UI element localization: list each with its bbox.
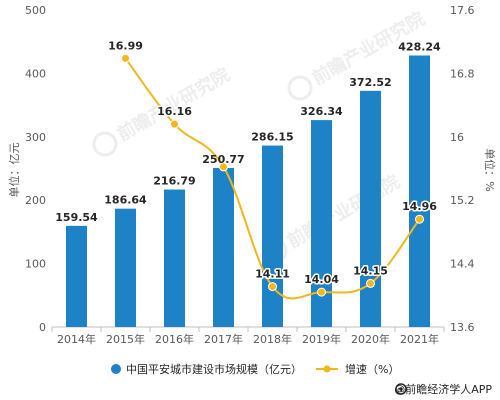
growth-value-label: 14.11 bbox=[255, 268, 290, 281]
y-axis-right-title: 单位：% bbox=[483, 148, 497, 191]
bar-value-label: 286.15 bbox=[251, 131, 293, 144]
y-right-tick-label: 13.6 bbox=[450, 321, 475, 334]
growth-value-label: 14.15 bbox=[353, 264, 388, 277]
growth-value-label: 16.16 bbox=[157, 105, 192, 118]
watermark-text: 前瞻产业研究院 bbox=[283, 170, 403, 252]
watermark-logo bbox=[92, 131, 118, 157]
growth-point bbox=[415, 214, 424, 224]
growth-point bbox=[268, 282, 277, 292]
x-tick-label: 2021年 bbox=[400, 332, 439, 346]
line-series bbox=[121, 53, 424, 300]
y-right-tick-label: 15.2 bbox=[450, 194, 475, 207]
y-left-tick-label: 300 bbox=[25, 131, 46, 144]
bar-series bbox=[66, 55, 430, 328]
y-axis-left-title: 单位：亿元 bbox=[7, 143, 21, 198]
growth-value-label: 16.99 bbox=[108, 39, 143, 52]
growth-value-label: 14.96 bbox=[402, 200, 437, 213]
growth-value-label: 14.04 bbox=[304, 273, 339, 286]
bar-value-label: 159.54 bbox=[55, 211, 98, 224]
legend-bar-label: 中国平安城市建设市场规模（亿元） bbox=[126, 362, 302, 376]
growth-point bbox=[121, 53, 130, 63]
x-tick-label: 2017年 bbox=[204, 332, 243, 346]
y-left-tick-label: 200 bbox=[25, 194, 46, 207]
x-tick-label: 2019年 bbox=[302, 332, 341, 346]
x-tick-label: 2018年 bbox=[253, 332, 292, 346]
bar bbox=[66, 225, 87, 327]
y-left-tick-label: 0 bbox=[39, 321, 46, 334]
brand-logo-icon bbox=[395, 383, 407, 395]
y-right-tick-label: 14.4 bbox=[450, 258, 475, 271]
bar bbox=[409, 55, 430, 327]
growth-point bbox=[170, 119, 179, 129]
bar-value-label: 326.34 bbox=[300, 105, 343, 118]
y-left-tick-label: 500 bbox=[25, 4, 46, 17]
legend-bar-swatch bbox=[111, 364, 121, 374]
bar-value-label: 372.52 bbox=[349, 76, 391, 89]
bar bbox=[360, 90, 381, 327]
y-right-tick-label: 16.8 bbox=[450, 67, 475, 80]
x-tick-label: 2016年 bbox=[155, 332, 194, 346]
bar-value-label: 216.79 bbox=[153, 175, 195, 188]
growth-point bbox=[366, 278, 375, 288]
y-right-tick-label: 17.6 bbox=[450, 4, 475, 17]
bar bbox=[262, 145, 283, 327]
bar bbox=[311, 120, 332, 328]
bar-value-label: 186.64 bbox=[104, 194, 147, 207]
bar-value-label: 250.77 bbox=[202, 153, 244, 166]
x-tick-label: 2015年 bbox=[106, 332, 145, 346]
watermark-logo bbox=[287, 75, 313, 101]
bar bbox=[115, 208, 136, 327]
legend-line-label: 增速（%） bbox=[345, 362, 399, 376]
bar bbox=[213, 168, 234, 327]
growth-point bbox=[219, 162, 228, 172]
source-credit: @前瞻经济学人APP bbox=[394, 382, 492, 396]
y-right-tick-label: 16 bbox=[450, 131, 464, 144]
bar-value-label: 428.24 bbox=[398, 40, 441, 53]
footer: @前瞻经济学人APP bbox=[394, 382, 492, 396]
x-tick-label: 2020年 bbox=[351, 332, 390, 346]
y-left-tick-label: 400 bbox=[25, 67, 46, 80]
legend-line-marker bbox=[323, 365, 331, 373]
y-left-tick-label: 100 bbox=[25, 258, 46, 271]
data-labels: 159.54 186.64 216.79 250.77 286.15 326.34 372.… bbox=[55, 38, 441, 288]
x-tick-label: 2014年 bbox=[57, 332, 96, 346]
brand-logo-dot bbox=[399, 387, 403, 391]
bar bbox=[164, 189, 185, 327]
legend: 中国平安城市建设市场规模（亿元） 增速（%） bbox=[111, 362, 399, 376]
growth-point bbox=[317, 287, 326, 297]
